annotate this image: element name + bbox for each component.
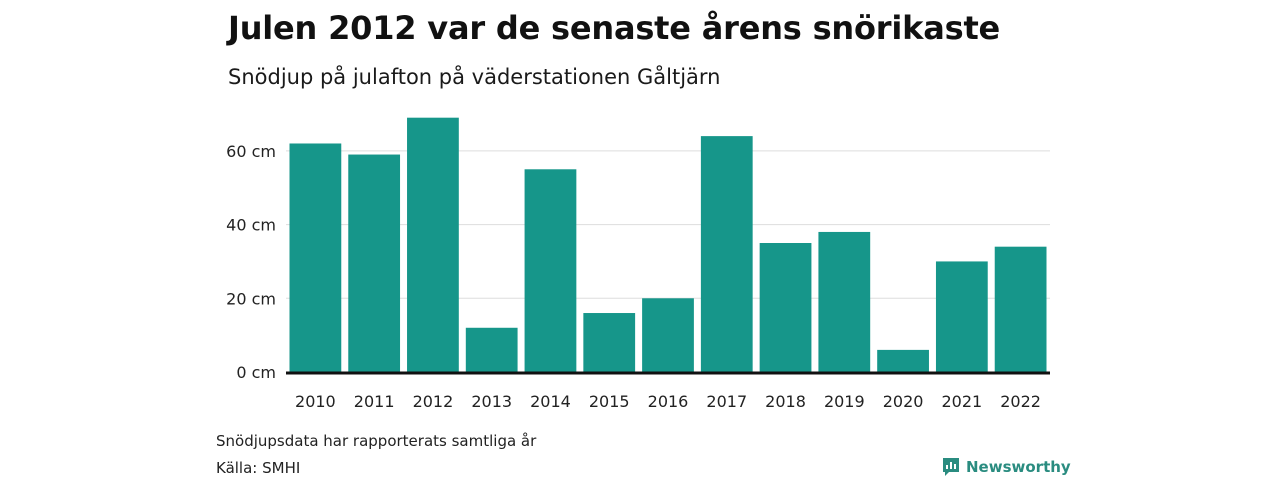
x-tick-label: 2014 bbox=[530, 392, 571, 411]
bar-chart: 0 cm 20 cm 40 cm 60 cm 2010 2011 2012 2013 2014 2… bbox=[226, 117, 1050, 411]
bar-2022[interactable] bbox=[994, 246, 1047, 372]
bar-2017[interactable] bbox=[700, 136, 753, 372]
bar-2020[interactable] bbox=[877, 349, 929, 372]
y-tick-label: 20 cm bbox=[226, 289, 276, 308]
x-tick-label: 2012 bbox=[413, 392, 454, 411]
brand-logo[interactable]: Newsworthy bbox=[942, 457, 1071, 477]
bar-2012[interactable] bbox=[407, 117, 459, 372]
x-tick-label: 2015 bbox=[589, 392, 630, 411]
newsworthy-logo-icon bbox=[943, 458, 959, 476]
x-tick-label: 2021 bbox=[941, 392, 982, 411]
y-tick-label: 40 cm bbox=[226, 216, 276, 235]
chart-title: Julen 2012 var de senaste årens snörikas… bbox=[228, 9, 1001, 47]
bar-2015[interactable] bbox=[583, 313, 636, 372]
bar-2011[interactable] bbox=[348, 154, 401, 372]
x-tick-label: 2019 bbox=[824, 392, 865, 411]
x-tick-label: 2016 bbox=[648, 392, 689, 411]
x-tick-label: 2020 bbox=[883, 392, 924, 411]
brand-name: Newsworthy bbox=[966, 458, 1071, 476]
bar-2013[interactable] bbox=[465, 327, 518, 372]
x-tick-label: 2018 bbox=[765, 392, 806, 411]
source-label: Källa: SMHI bbox=[216, 459, 301, 477]
bar-2010[interactable] bbox=[289, 143, 342, 372]
x-tick-label: 2011 bbox=[354, 392, 395, 411]
chart-subtitle: Snödjup på julafton på väderstationen Gå… bbox=[228, 65, 721, 89]
y-tick-label: 60 cm bbox=[226, 142, 276, 161]
x-tick-label: 2017 bbox=[706, 392, 747, 411]
bar-2021[interactable] bbox=[935, 261, 988, 372]
bar-2018[interactable] bbox=[759, 243, 812, 372]
bar-2016[interactable] bbox=[642, 298, 694, 372]
x-tick-label: 2013 bbox=[471, 392, 512, 411]
x-tick-label: 2022 bbox=[1000, 392, 1041, 411]
y-tick-label: 0 cm bbox=[236, 363, 276, 382]
data-note: Snödjupsdata har rapporterats samtliga å… bbox=[216, 432, 537, 450]
bar-2019[interactable] bbox=[818, 231, 871, 372]
x-tick-label: 2010 bbox=[295, 392, 336, 411]
bar-2014[interactable] bbox=[524, 169, 577, 372]
